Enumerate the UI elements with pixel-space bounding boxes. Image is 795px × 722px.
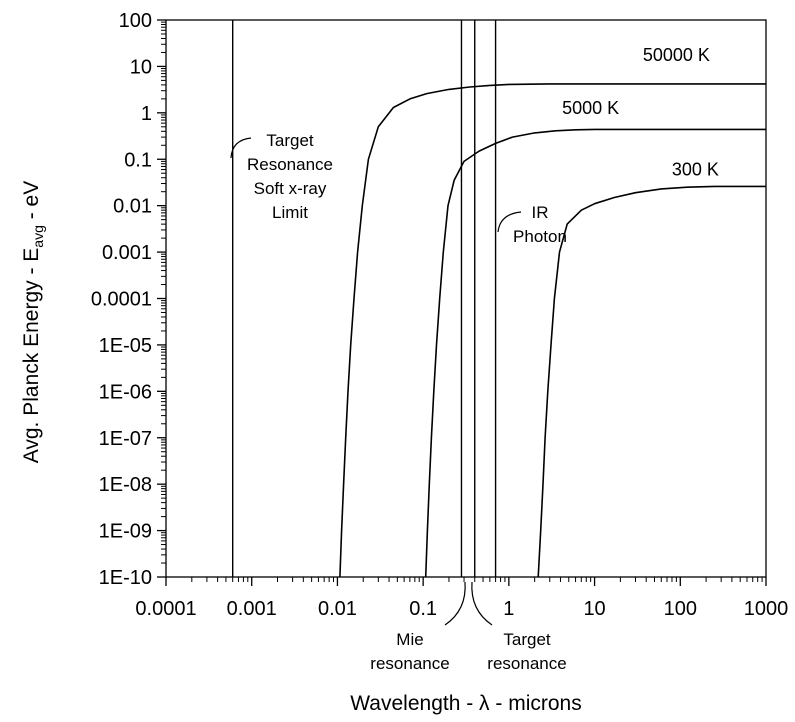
x-tick-label: 1	[503, 598, 514, 620]
series-300k-line	[537, 185, 766, 578]
y-tick-label: 1E-10	[99, 567, 152, 589]
series-300k-label: 300 K	[672, 159, 719, 179]
ir-photon-annotation-line: IR	[532, 203, 549, 222]
series-lines	[339, 83, 766, 578]
x-tick-label: 100	[664, 598, 697, 620]
x-tick-label: 0.001	[227, 598, 277, 620]
mie-annotation-line: resonance	[370, 654, 449, 673]
y-tick-label: 1E-09	[99, 521, 152, 543]
x-tick-label: 0.0001	[135, 598, 196, 620]
series-5000k-line	[424, 128, 766, 578]
x-tick-label: 0.01	[318, 598, 357, 620]
soft-xray-annotation-line: Resonance	[247, 155, 333, 174]
plot-area	[165, 19, 767, 578]
mie-annotation-line: Mie	[396, 630, 423, 649]
y-tick-label: 1E-08	[99, 474, 152, 496]
y-tick-label: 0.01	[113, 196, 152, 218]
target-resonance-annotation-line: resonance	[487, 654, 566, 673]
y-tick-label: 0.001	[102, 242, 152, 264]
x-axis-title: Wavelength - λ - microns	[350, 692, 581, 715]
target-resonance-annotation: Target resonance	[487, 630, 566, 673]
axes: 0.0001 0.001 0.01 0.1 1 10 100 1000 100 10 1 0.1 0.0…	[91, 10, 788, 620]
series-50000k-label: 50000 K	[643, 45, 710, 65]
mie-annotation: Mie resonance	[370, 630, 449, 673]
soft-xray-annotation-line: Target	[266, 131, 314, 150]
mie-annotation-leader	[444, 581, 466, 626]
y-tick-label: 1E-06	[99, 381, 152, 403]
target-resonance-annotation-leader	[471, 581, 493, 626]
y-tick-label: 0.1	[124, 149, 152, 171]
series-labels: 50000 K 5000 K 300 K	[562, 45, 719, 179]
ir-photon-annotation-line: Photon	[513, 227, 567, 246]
x-tick-label: 1000	[744, 598, 789, 620]
x-tick-label: 0.1	[409, 598, 437, 620]
y-tick-label: 1	[141, 103, 152, 125]
y-axis-title-main: Avg. Planck Energy - E	[20, 248, 43, 464]
ir-photon-annotation-leader	[497, 211, 522, 233]
soft-xray-annotation: Target Resonance Soft x-ray Limit	[247, 131, 333, 222]
soft-xray-annotation-line: Soft x-ray	[254, 179, 327, 198]
y-tick-label: 1E-05	[99, 335, 152, 357]
y-tick-label: 100	[119, 10, 152, 32]
x-tick-label: 10	[583, 598, 605, 620]
soft-xray-annotation-line: Limit	[272, 203, 308, 222]
y-axis-title-sub: avg	[30, 225, 46, 248]
y-tick-label: 0.0001	[91, 289, 152, 311]
ir-photon-annotation: IR Photon	[513, 203, 567, 246]
y-axis-title: Avg. Planck Energy - Eavg - eV	[20, 181, 46, 464]
series-50000k-line	[339, 83, 766, 578]
y-tick-label: 10	[130, 56, 152, 78]
plot-frame	[165, 19, 767, 578]
y-tick-label: 1E-07	[99, 428, 152, 450]
y-axis-title-tail: - eV	[20, 181, 43, 225]
target-resonance-annotation-line: Target	[503, 630, 551, 649]
reference-lines	[231, 20, 497, 577]
annotations: Target Resonance Soft x-ray Limit IR Photon Mi…	[230, 131, 567, 673]
series-5000k-label: 5000 K	[562, 98, 619, 118]
soft-xray-annotation-leader	[230, 137, 252, 159]
